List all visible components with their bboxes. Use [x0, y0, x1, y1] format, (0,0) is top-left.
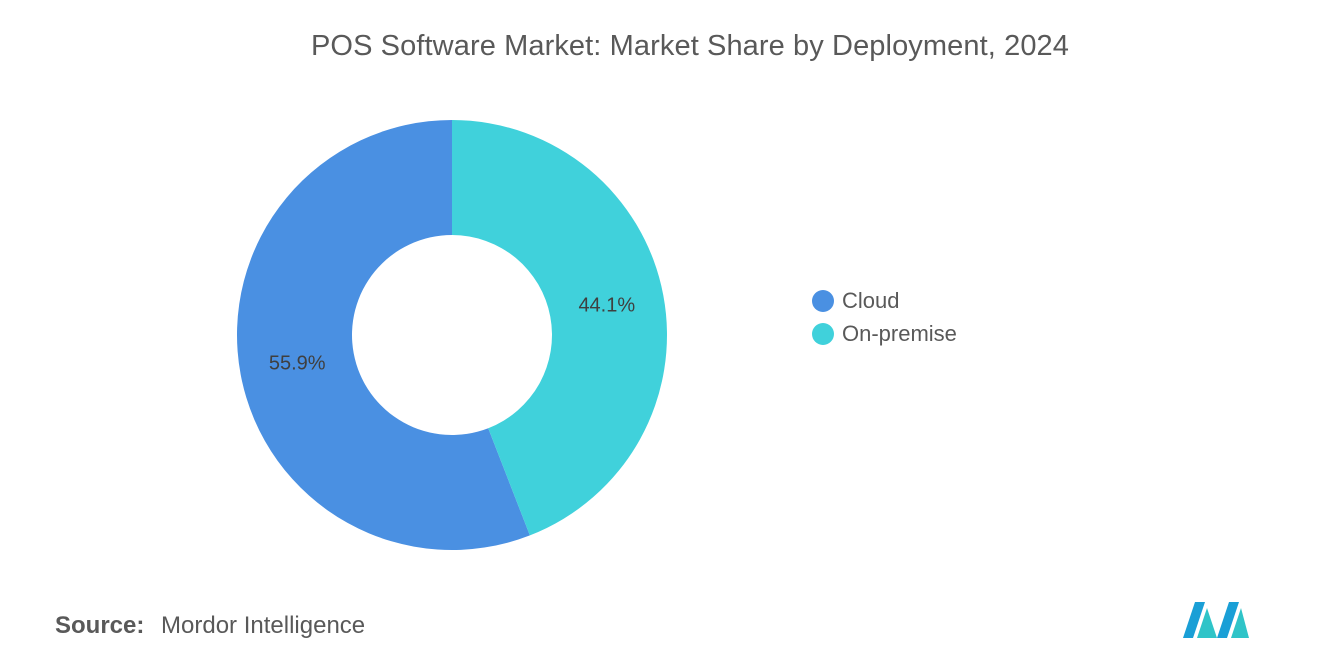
legend: Cloud On-premise [812, 284, 957, 350]
source-label: Source: [55, 612, 145, 639]
donut-slice-on-premise[interactable] [452, 120, 667, 536]
legend-item-on-premise[interactable]: On-premise [812, 317, 957, 350]
source-value: Mordor Intelligence [161, 612, 366, 639]
legend-label-cloud: Cloud [842, 287, 900, 313]
data-label-on-premise: 44.1% [578, 294, 635, 316]
legend-label-on-premise: On-premise [842, 320, 957, 346]
source-note: Source: Mordor Intelligence [55, 612, 365, 640]
legend-swatch-on-premise [812, 322, 834, 345]
data-label-cloud: 55.9% [269, 352, 326, 374]
legend-item-cloud[interactable]: Cloud [812, 284, 957, 317]
donut-slice-cloud[interactable] [236, 120, 530, 550]
mordor-intelligence-logo [1183, 602, 1249, 638]
legend-swatch-cloud [812, 289, 834, 312]
chart-title: POS Software Market: Market Share by Dep… [310, 30, 1070, 62]
